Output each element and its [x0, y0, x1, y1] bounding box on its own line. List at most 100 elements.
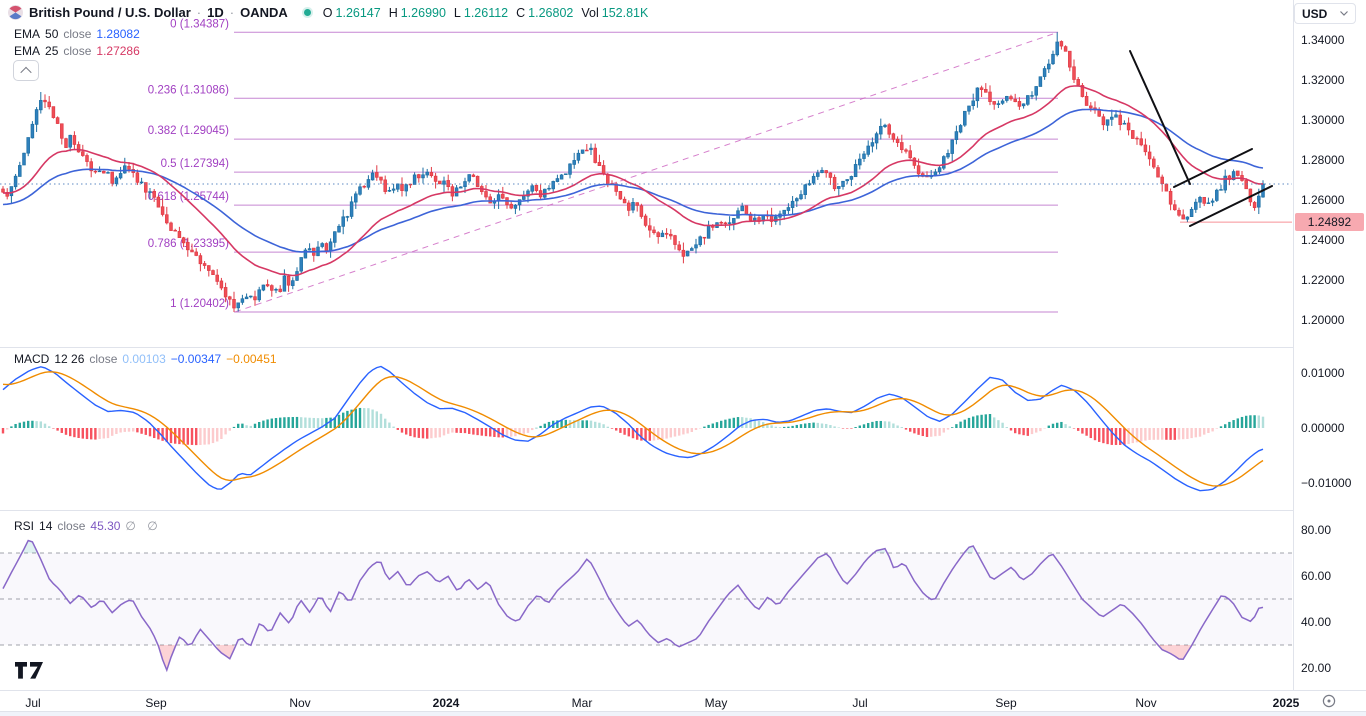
macd-histogram-bar: [1140, 428, 1143, 442]
candle-body: [1105, 119, 1110, 126]
candle-body: [240, 298, 245, 303]
fib-dashed-trendline[interactable]: [234, 31, 1059, 313]
macd-histogram-bar: [703, 426, 706, 428]
exchange-label[interactable]: OANDA: [240, 5, 288, 20]
macd-histogram-bar: [997, 420, 1000, 428]
macd-histogram-bar: [900, 427, 903, 428]
macd-histogram-bar: [623, 428, 626, 435]
macd-histogram-bar: [1245, 415, 1248, 428]
macd-histogram-bar: [48, 426, 51, 428]
macd-histogram-bar: [505, 428, 509, 438]
macd-histogram-bar: [1043, 428, 1046, 429]
macd-histogram-bar: [825, 423, 828, 428]
collapse-legend-button[interactable]: [13, 60, 39, 81]
macd-histogram-bar: [741, 417, 744, 428]
macd-histogram-bar: [321, 418, 324, 428]
candle-body: [177, 231, 182, 238]
macd-histogram-bar: [371, 409, 374, 428]
candle-body: [215, 274, 219, 282]
candle-body: [232, 298, 236, 309]
candle-body: [606, 174, 610, 185]
macd-signal-value: −0.00451: [226, 352, 277, 366]
macd-histogram-bar: [1081, 428, 1084, 434]
drawn-trendline[interactable]: [1129, 50, 1191, 185]
macd-histogram-bar: [493, 428, 496, 437]
macd-histogram-bar: [455, 428, 458, 433]
price-axis[interactable]: [1293, 0, 1366, 690]
macd-histogram-bar: [682, 428, 685, 435]
ema50-name: EMA: [14, 27, 41, 41]
rsi-axis-label: 20.00: [1301, 661, 1332, 675]
time-axis-label: Nov: [1135, 696, 1157, 710]
candle-body: [467, 174, 471, 182]
macd-histogram-bar: [594, 421, 597, 428]
candle-body: [942, 156, 946, 169]
macd-histogram-bar: [1060, 421, 1063, 428]
candle-body: [55, 117, 60, 124]
price-axis-label: 1.30000: [1301, 113, 1345, 127]
candle-body: [828, 172, 833, 178]
macd-histogram-bar: [959, 421, 962, 428]
macd-histogram-bar: [98, 428, 101, 439]
macd-histogram-bar: [686, 428, 689, 434]
macd-histogram-bar: [1165, 428, 1168, 440]
candle-body: [362, 185, 366, 188]
candle-body: [13, 175, 18, 188]
candle-body: [18, 165, 22, 177]
rsi-length: 14: [39, 519, 53, 533]
candle-body: [127, 165, 131, 170]
candle-body: [186, 242, 190, 251]
candle-body: [299, 257, 303, 272]
macd-histogram-bar: [720, 420, 723, 428]
fib-level-label: 0.5 (1.27394): [161, 158, 230, 170]
candle-body: [1219, 189, 1223, 191]
candle-body: [76, 144, 81, 153]
macd-histogram-bar: [791, 425, 794, 428]
interval-label[interactable]: 1D: [207, 5, 224, 20]
candle-body: [450, 186, 455, 197]
symbol-title[interactable]: British Pound / U.S. Dollar: [29, 5, 191, 20]
volume-value: 152.81K: [601, 5, 649, 20]
candle-body: [517, 199, 522, 206]
candle-body: [790, 200, 795, 208]
candle-body: [1059, 41, 1064, 47]
macd-histogram-bar: [955, 424, 958, 428]
bottom-strip: [0, 711, 1366, 716]
candle-body: [564, 173, 568, 175]
candle-body: [1152, 158, 1156, 168]
macd-histogram-bar: [94, 428, 97, 440]
scroll-to-realtime-icon[interactable]: [1321, 693, 1337, 714]
drawn-trendline[interactable]: [1189, 185, 1273, 227]
macd-histogram-bar: [1182, 428, 1185, 440]
volume-label: Vol: [581, 5, 599, 20]
macd-histogram-bar: [980, 414, 983, 428]
macd-histogram-bar: [400, 428, 404, 433]
currency-dropdown[interactable]: USD: [1294, 3, 1356, 24]
ema25-line: [2, 85, 1263, 277]
macd-histogram-bar: [976, 415, 979, 428]
time-axis-label: Jul: [25, 696, 41, 710]
candle-body: [1215, 189, 1219, 201]
candle-body: [68, 134, 72, 148]
macd-histogram-bar: [1035, 428, 1038, 433]
candle-body: [1000, 100, 1005, 104]
macd-histogram-bar: [1093, 428, 1097, 441]
time-axis[interactable]: Jul Sep Nov 2024 Mar May Jul Sep Nov 2025: [0, 690, 1366, 712]
macd-histogram-bar: [1169, 428, 1172, 440]
drawn-trendline[interactable]: [1173, 148, 1253, 188]
candle-body: [1114, 114, 1118, 118]
macd-histogram-bar: [1077, 428, 1080, 431]
candle-body: [471, 174, 476, 177]
candle-body: [459, 186, 463, 189]
market-status-dot[interactable]: [303, 9, 311, 16]
macd-histogram-bar: [963, 419, 966, 428]
candle-body: [30, 123, 35, 139]
candle-body: [874, 133, 879, 144]
macd-histogram-bar: [279, 417, 282, 428]
candle-body: [1005, 95, 1009, 101]
tradingview-logo[interactable]: [14, 661, 46, 686]
title-separator: ·: [196, 5, 202, 20]
candle-body: [1042, 68, 1047, 77]
candle-body: [1055, 41, 1059, 56]
